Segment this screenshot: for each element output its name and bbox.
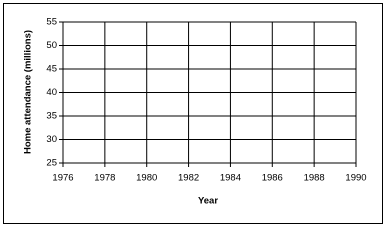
y-tick-label: 50 xyxy=(46,40,57,51)
y-tick-label: 40 xyxy=(46,87,57,98)
x-tick-label: 1976 xyxy=(52,173,73,184)
x-tick-label: 1988 xyxy=(304,173,325,184)
page: Year Home attendance (millions) 25 30 35 40… xyxy=(3,3,383,224)
x-tick-label: 1984 xyxy=(220,173,241,184)
x-tick-label: 1978 xyxy=(94,173,115,184)
x-tick-label: 1986 xyxy=(262,173,283,184)
y-tick-label: 25 xyxy=(46,158,57,169)
y-tick-label: 35 xyxy=(46,111,57,122)
y-tick-label: 45 xyxy=(46,64,57,75)
x-tick-label: 1982 xyxy=(178,173,199,184)
x-tick-label: 1990 xyxy=(345,173,366,184)
y-tick-label: 30 xyxy=(46,134,57,145)
y-tick-label: 55 xyxy=(46,17,57,28)
y-axis-title: Home attendance (millions) xyxy=(23,30,34,154)
chart: Year Home attendance (millions) 25 30 35 40… xyxy=(3,3,383,224)
x-axis-title: Year xyxy=(198,196,218,207)
x-tick-label: 1980 xyxy=(136,173,157,184)
